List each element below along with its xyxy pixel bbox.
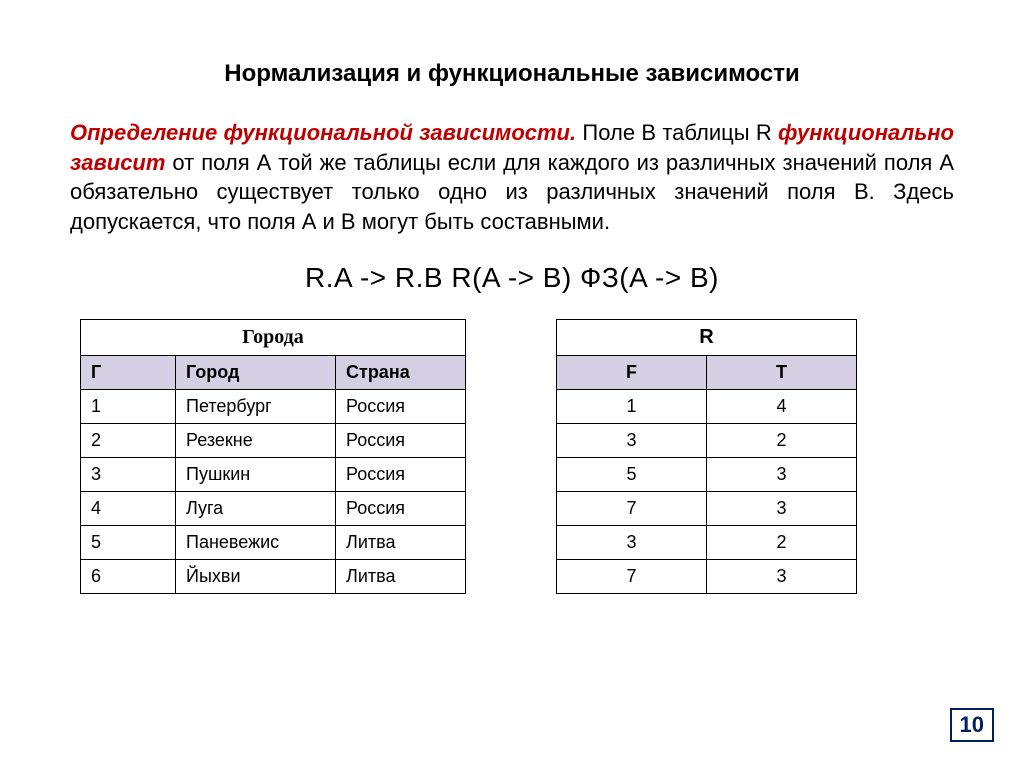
cell: 4 xyxy=(707,389,857,423)
cell: 2 xyxy=(707,423,857,457)
tables-container: Города Г Город Страна 1 Петербург Россия… xyxy=(70,319,954,594)
cell: Россия xyxy=(336,389,466,423)
table-row: 1 Петербург Россия xyxy=(81,389,466,423)
table-r-header-t: T xyxy=(707,355,857,389)
cell: Паневежис xyxy=(176,525,336,559)
cell: 1 xyxy=(557,389,707,423)
cell: Йыхви xyxy=(176,559,336,593)
cell: 1 xyxy=(81,389,176,423)
cell: 7 xyxy=(557,491,707,525)
cell: 5 xyxy=(81,525,176,559)
cell: Литва xyxy=(336,525,466,559)
para-text-2: от поля А той же таблицы если для каждог… xyxy=(70,150,954,234)
cell: 2 xyxy=(707,525,857,559)
table-row: 7 3 xyxy=(557,559,857,593)
table-row: 7 3 xyxy=(557,491,857,525)
table-row: 6 Йыхви Литва xyxy=(81,559,466,593)
cell: Россия xyxy=(336,423,466,457)
table-row: 3 Пушкин Россия xyxy=(81,457,466,491)
table-cities-header-city: Город xyxy=(176,355,336,389)
table-row: 5 3 xyxy=(557,457,857,491)
cell: 5 xyxy=(557,457,707,491)
table-r-wrap: R F T 1 4 3 2 5 3 7 3 3 2 xyxy=(556,319,857,594)
cell: Резекне xyxy=(176,423,336,457)
page-number: 10 xyxy=(950,708,994,742)
cell: Петербург xyxy=(176,389,336,423)
cell: Луга xyxy=(176,491,336,525)
table-row: 5 Паневежис Литва xyxy=(81,525,466,559)
table-row: 4 Луга Россия xyxy=(81,491,466,525)
definition-paragraph: Определение функциональной зависимости. … xyxy=(70,118,954,237)
table-cities: Города Г Город Страна 1 Петербург Россия… xyxy=(80,319,466,594)
cell: 6 xyxy=(81,559,176,593)
cell: 3 xyxy=(557,525,707,559)
cell: Россия xyxy=(336,491,466,525)
cell: 2 xyxy=(81,423,176,457)
table-row: 3 2 xyxy=(557,423,857,457)
cell: 4 xyxy=(81,491,176,525)
formula-line: R.A -> R.B R(A -> B) ФЗ(A -> B) xyxy=(70,262,954,294)
table-cities-wrap: Города Г Город Страна 1 Петербург Россия… xyxy=(80,319,466,594)
cell: 3 xyxy=(707,457,857,491)
table-row: 3 2 xyxy=(557,525,857,559)
table-row: 2 Резекне Россия xyxy=(81,423,466,457)
cell: 3 xyxy=(557,423,707,457)
para-text-1: Поле В таблицы R xyxy=(576,120,778,145)
cell: 3 xyxy=(707,491,857,525)
table-r: R F T 1 4 3 2 5 3 7 3 3 2 xyxy=(556,319,857,594)
cell: Россия xyxy=(336,457,466,491)
cell: Пушкин xyxy=(176,457,336,491)
page-title: Нормализация и функциональные зависимост… xyxy=(70,60,954,88)
table-r-header-f: F xyxy=(557,355,707,389)
term-definition: Определение функциональной зависимости. xyxy=(70,120,576,145)
table-cities-header-country: Страна xyxy=(336,355,466,389)
cell: Литва xyxy=(336,559,466,593)
table-cities-caption: Города xyxy=(81,319,466,355)
table-r-caption: R xyxy=(557,319,857,355)
table-row: 1 4 xyxy=(557,389,857,423)
cell: 3 xyxy=(707,559,857,593)
table-cities-header-g: Г xyxy=(81,355,176,389)
cell: 3 xyxy=(81,457,176,491)
cell: 7 xyxy=(557,559,707,593)
